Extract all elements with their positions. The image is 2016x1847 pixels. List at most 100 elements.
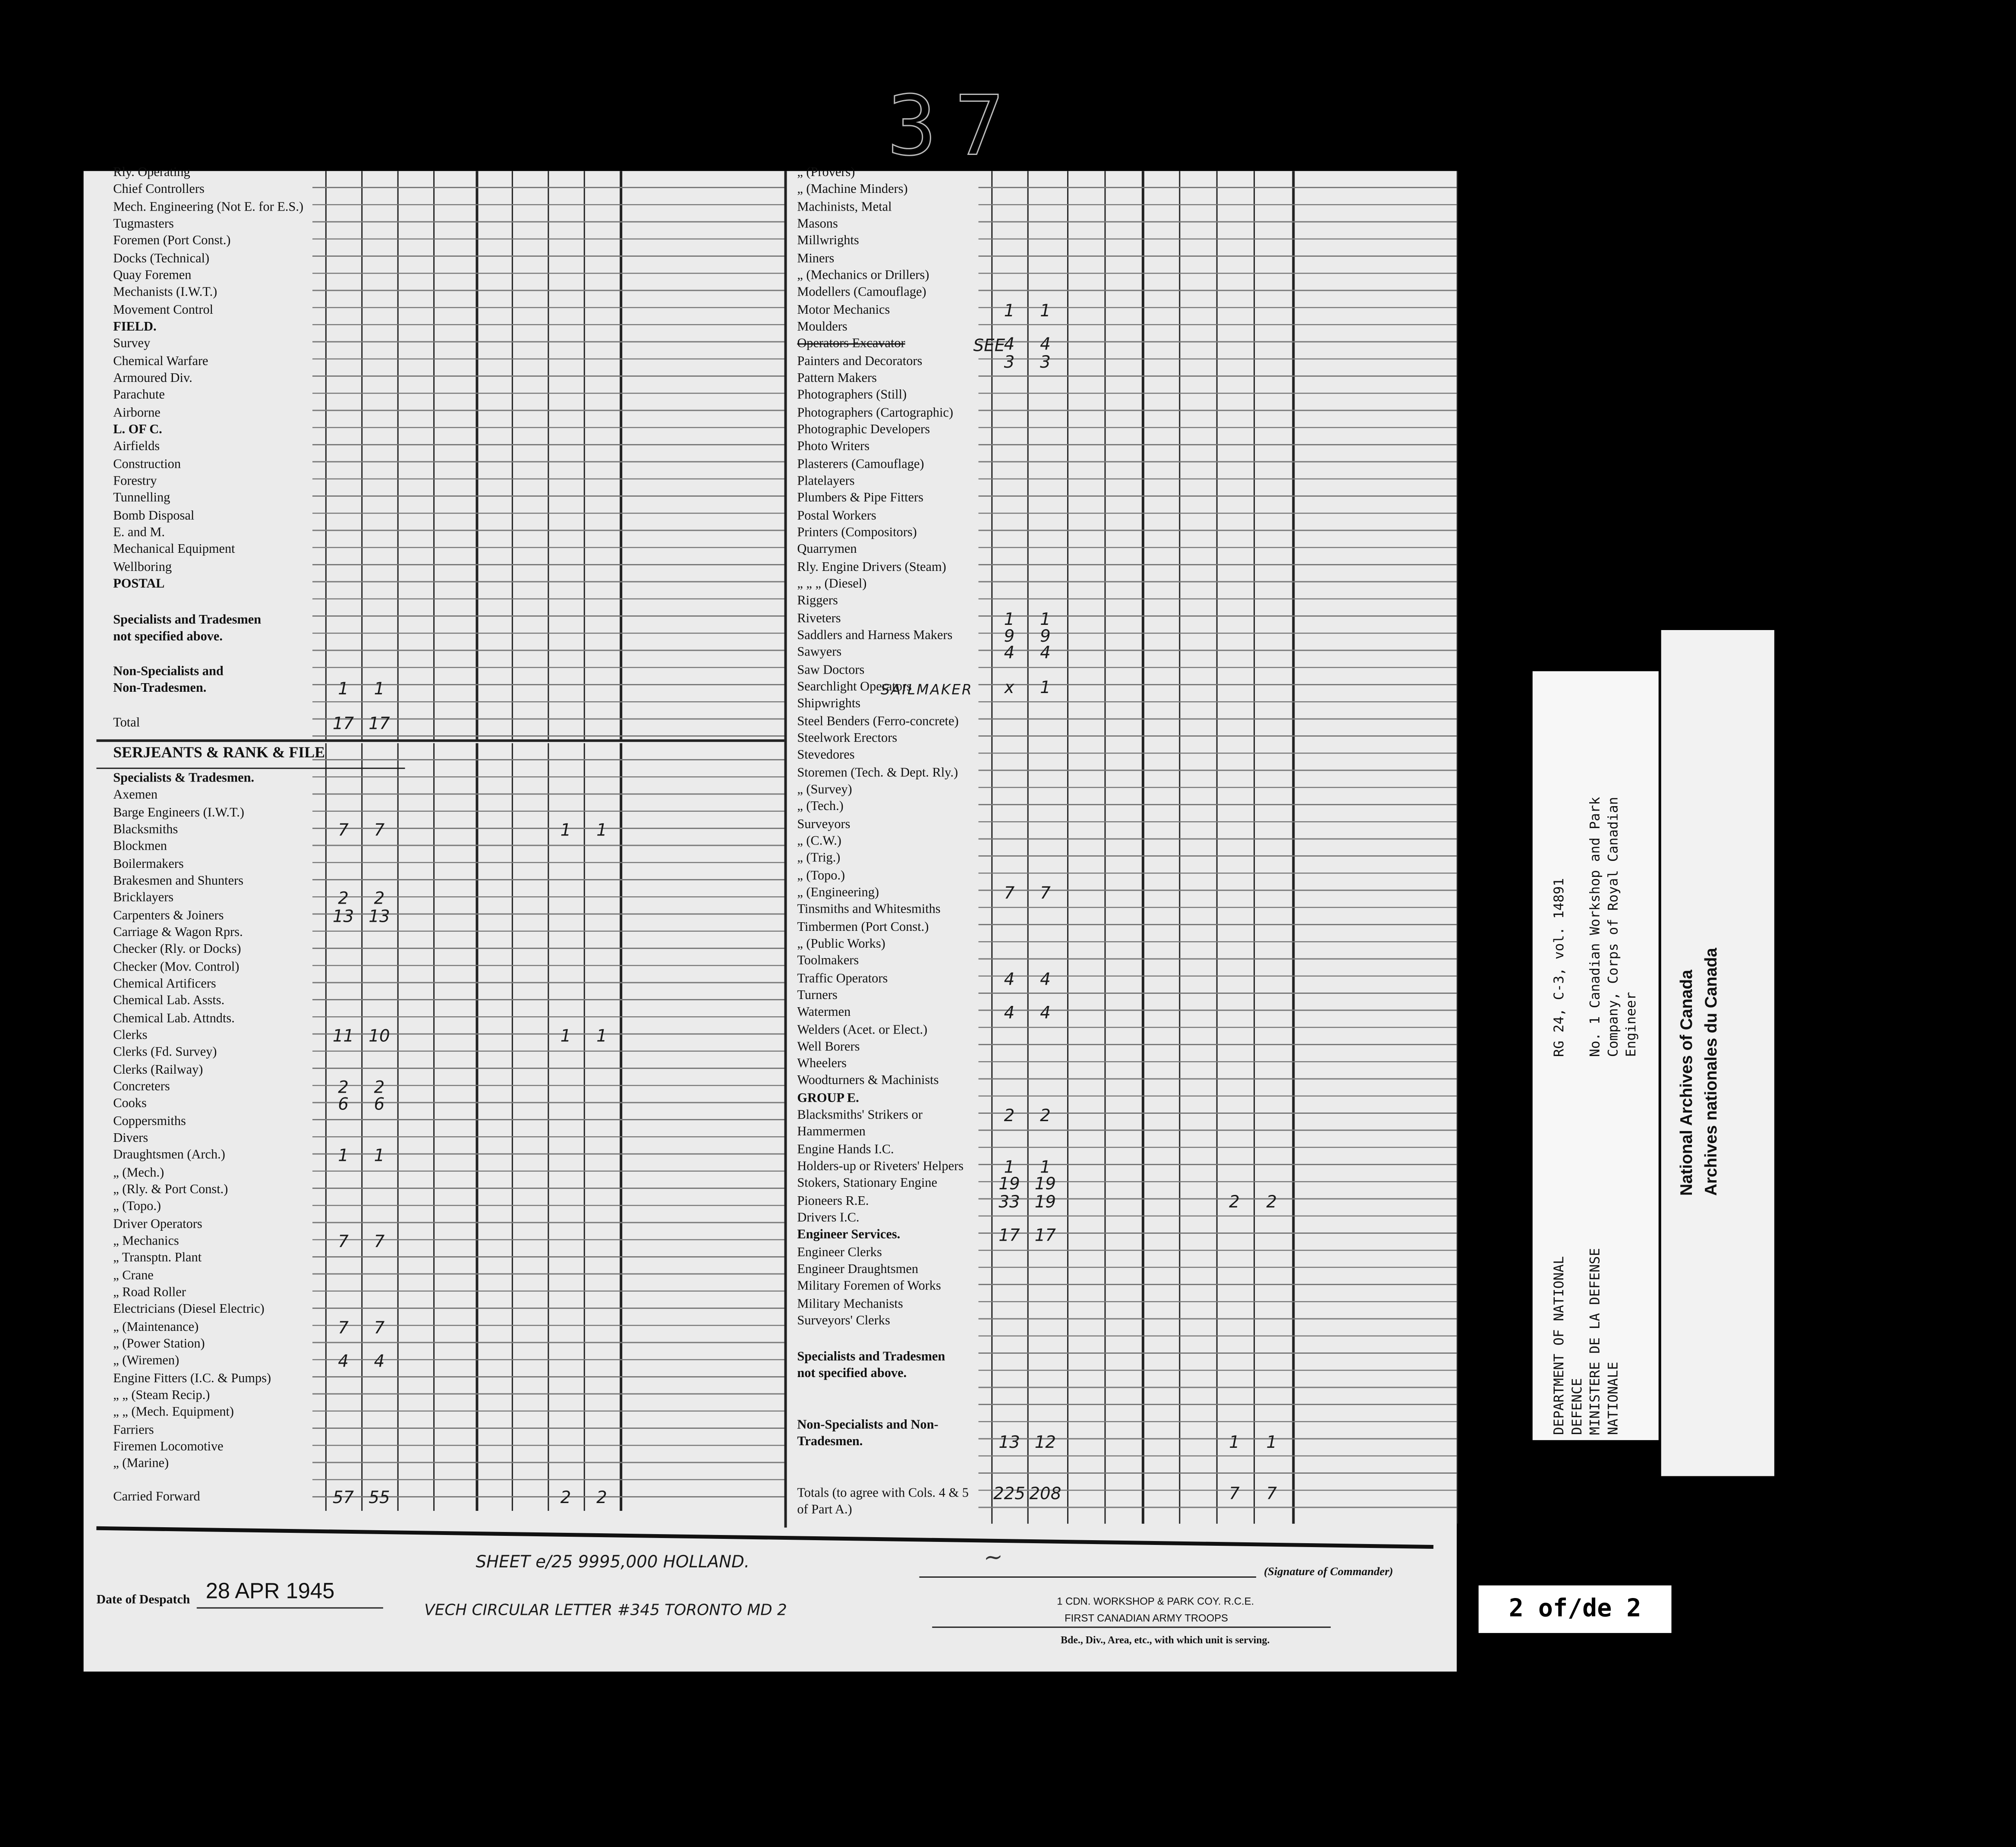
row-label: Bricklayers xyxy=(113,891,174,906)
unit-line-2: Company, Corps of Royal Canadian xyxy=(1606,797,1622,1057)
row-label: Foremen (Port Const.) xyxy=(113,234,231,249)
nominal-roll-form: Rly. Operating Chief Controllers Mech. Eng… xyxy=(83,166,1458,1672)
row-label: Firemen Locomotive xyxy=(113,1440,224,1454)
row-label: Farriers xyxy=(113,1423,154,1437)
row-label: Brakesmen and Shunters xyxy=(113,874,244,889)
row-label: „ (Tech.) xyxy=(797,800,844,814)
row-label: Mechanical Equipment xyxy=(113,543,235,557)
row-label: Electricians (Diesel Electric) xyxy=(113,1302,265,1317)
row-label: Chemical Lab. Attndts. xyxy=(113,1011,235,1026)
row-label: Clerks xyxy=(113,1028,148,1043)
handwritten-count: 17 xyxy=(1034,1227,1056,1247)
row-label: Non-Tradesmen. xyxy=(113,682,207,696)
row-label: Shipwrights xyxy=(797,697,861,712)
handwritten-count: 2 xyxy=(560,1489,571,1509)
row-label: Plumbers & Pipe Fitters xyxy=(797,491,923,506)
handwritten-count: 1 xyxy=(1004,1158,1015,1178)
handwritten-count: 7 xyxy=(1004,884,1015,904)
row-label: Specialists & Tradesmen. xyxy=(113,771,255,786)
form-rows: Rly. Operating Chief Controllers Mech. Eng… xyxy=(84,166,1457,1671)
row-label: Photographers (Cartographic) xyxy=(797,406,954,420)
row-label: Quay Foremen xyxy=(113,268,192,283)
handwritten-count: 225 xyxy=(993,1485,1025,1505)
row-label: Stevedores xyxy=(797,748,855,763)
handwritten-count: 2 xyxy=(338,890,349,910)
handwritten-count: 4 xyxy=(1040,1004,1051,1024)
archives-name-fr: Archives nationales du Canada xyxy=(1701,948,1720,1196)
row-label: „ (Rly. & Port Const.) xyxy=(113,1182,228,1197)
row-label: Engineer Clerks xyxy=(797,1245,882,1260)
handwritten-count: 1 xyxy=(1229,1434,1240,1453)
date-line xyxy=(196,1607,383,1609)
handwritten-count: 208 xyxy=(1029,1485,1062,1505)
right-column-line xyxy=(1456,171,1458,1524)
handwritten-count: 3 xyxy=(1004,353,1015,372)
row-label: Pattern Makers xyxy=(797,371,877,386)
row-label: Drivers I.C. xyxy=(797,1211,860,1226)
row-label: Armoured Div. xyxy=(113,371,192,386)
row-label: Construction xyxy=(113,457,181,472)
handwritten-count: 4 xyxy=(1004,1004,1015,1024)
row-label: Non-Specialists and xyxy=(113,665,224,679)
row-label: Traffic Operators xyxy=(797,971,888,986)
handwritten-count: 1 xyxy=(374,1147,385,1167)
row-label: „ (Engineering) xyxy=(797,886,879,900)
handwritten-count: 13 xyxy=(332,907,354,927)
handwritten-count: 6 xyxy=(374,1096,385,1116)
row-label: Printers (Compositors) xyxy=(797,526,917,540)
handwritten-count: 1 xyxy=(1004,302,1015,321)
department-block: DEPARTMENT OF NATIONAL DEFENCE MINISTERE… xyxy=(1550,1248,1622,1435)
row-label: Stokers, Stationary Engine xyxy=(797,1177,937,1191)
serjeants-underline xyxy=(96,767,405,769)
dept-line-2: DEFENCE xyxy=(1570,1378,1585,1435)
handwritten-count: 1 xyxy=(338,681,349,700)
row-label: Tradesmen. xyxy=(797,1435,863,1450)
handwritten-count: 19 xyxy=(1034,1176,1056,1195)
handwritten-count: 1 xyxy=(338,1147,349,1167)
row-label: Riggers xyxy=(797,594,838,609)
row-label: Riveters xyxy=(797,611,841,626)
dept-line-3: MINISTERE DE LA DEFENSE xyxy=(1588,1248,1603,1435)
row-label: Postal Workers xyxy=(797,508,876,523)
row-label: Photographic Developers xyxy=(797,423,930,437)
handwritten-count: 11 xyxy=(332,1027,354,1047)
row-label: Tunnelling xyxy=(113,491,170,506)
row-label: „ (C.W.) xyxy=(797,834,841,849)
row-label: Plasterers (Camouflage) xyxy=(797,457,924,472)
row-label: Photo Writers xyxy=(797,440,870,454)
unit-stamp-line1: 1 CDN. WORKSHOP & PARK COY. R.C.E. xyxy=(1057,1595,1254,1607)
archives-label-card: National Archives of Canada Archives nat… xyxy=(1661,630,1774,1476)
row-label: „ (Provers) xyxy=(797,166,855,180)
row-label: Non-Specialists and Non- xyxy=(797,1418,939,1433)
row-label: Mech. Engineering (Not E. for E.S.) xyxy=(113,200,304,214)
row-label: Divers xyxy=(113,1131,148,1146)
archives-name-en: National Archives of Canada xyxy=(1676,970,1696,1196)
handwritten-count: 1 xyxy=(1004,610,1015,630)
row-label: Chemical Warfare xyxy=(113,354,208,369)
row-label: Clerks (Fd. Survey) xyxy=(113,1046,217,1060)
row-label: Wheelers xyxy=(797,1057,847,1072)
row-label: Military Mechanists xyxy=(797,1297,903,1311)
date-of-despatch-label: Date of Despatch xyxy=(96,1593,190,1607)
commander-signature: ~ xyxy=(983,1544,1004,1572)
handwritten-count: 1 xyxy=(560,1027,571,1047)
row-label: Specialists and Tradesmen xyxy=(113,613,261,628)
row-label: FIELD. xyxy=(113,320,157,334)
row-label: Airborne xyxy=(113,406,161,420)
handwritten-count: 9 xyxy=(1040,627,1051,647)
handwritten-count: 2 xyxy=(1266,1193,1277,1213)
row-label: Platelayers xyxy=(797,474,855,489)
handwritten-count: 1 xyxy=(560,821,571,841)
handwritten-count: 1 xyxy=(1040,678,1051,698)
archive-reference: RG 24, C-3, vol. 14891 xyxy=(1552,878,1568,1057)
row-label: Operators Excavator xyxy=(797,337,905,352)
right-row-rules xyxy=(978,171,1457,1524)
row-label: „ (Topo.) xyxy=(113,1200,161,1214)
handwritten-count: 4 xyxy=(1004,644,1015,664)
handwritten-count: 1 xyxy=(596,1027,607,1047)
handwritten-count: 1 xyxy=(1266,1434,1277,1453)
left-lower-row-rules xyxy=(312,743,784,1511)
row-label: Chief Controllers xyxy=(113,183,205,197)
row-label: Carriage & Wagon Rprs. xyxy=(113,926,243,940)
row-label: „ Road Roller xyxy=(113,1286,186,1300)
